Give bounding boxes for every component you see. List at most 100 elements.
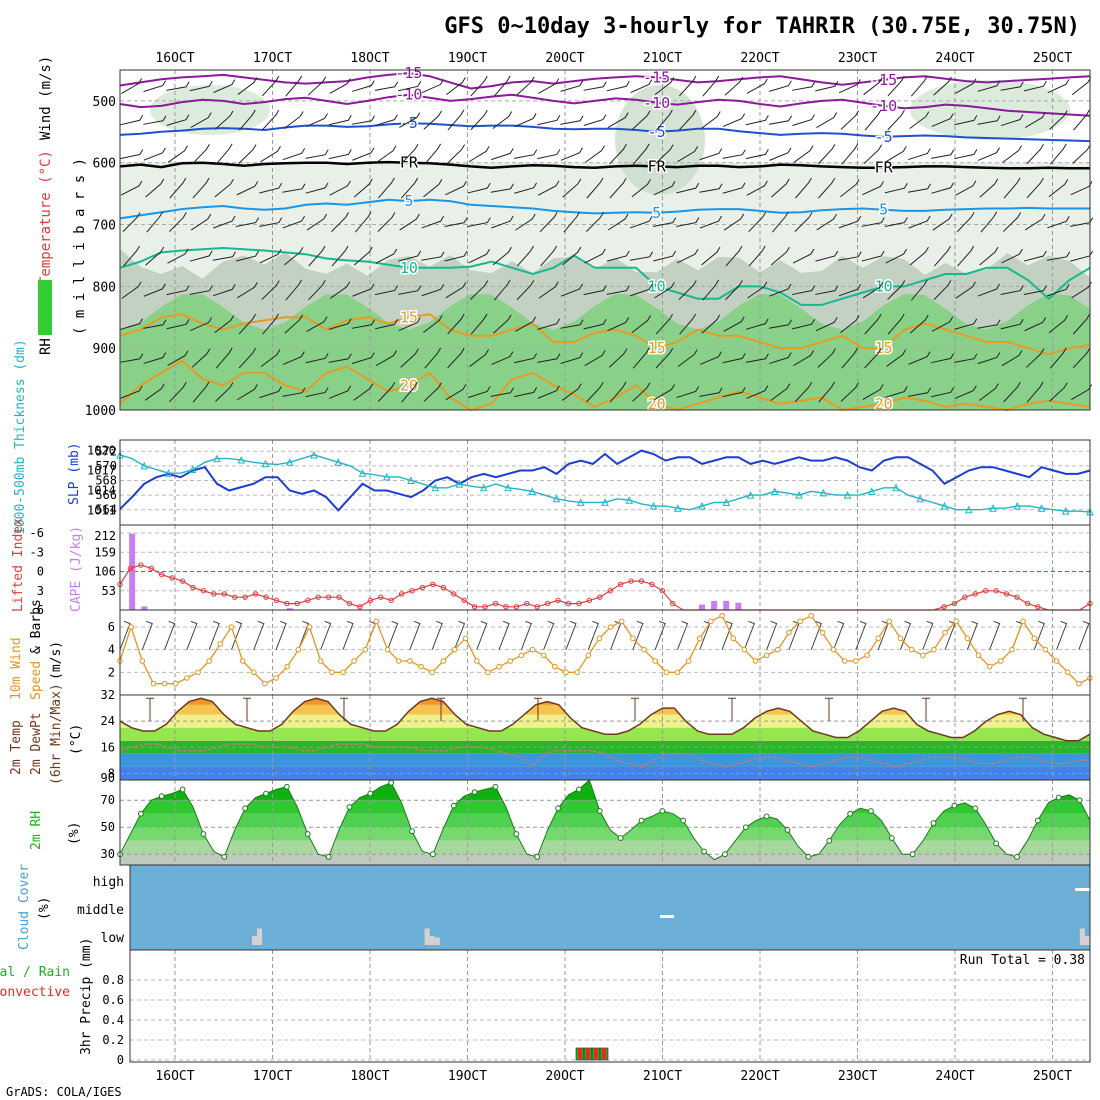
wind-barb [285,279,303,301]
lifted-index-marker [544,600,551,607]
wind-barb [444,250,468,262]
thickness-marker [334,458,343,466]
thickness-marker [285,458,294,466]
wind-barb [654,77,675,96]
thickness-marker [140,461,149,470]
y-tick-label: high [93,875,124,890]
wind-barb [447,347,465,369]
wind-barb [305,353,329,364]
wind-barb [631,315,652,334]
wind-barb [745,149,769,160]
wind-axis-label-c: & Barbs [29,599,44,654]
wind-barb [353,178,373,198]
wind-speed-marker [607,624,614,630]
thickness-marker [770,487,779,495]
wind-speed-marker [986,663,993,670]
isotherm-label: 5 [879,201,888,219]
wind-barb [445,384,467,401]
rh2m-marker [534,854,541,860]
wind-barb [492,246,512,266]
wind-barb [864,109,882,131]
temp-max-whisker [340,697,348,722]
wind-speed-marker [1031,635,1038,642]
thickness-marker [1013,501,1022,510]
rh2m-marker [951,802,958,809]
rh2m-marker [409,828,415,835]
rh2m-marker [638,817,645,824]
wind-barb [609,144,627,165]
wind-speed-marker [708,618,714,625]
wind-barb-10m [1033,620,1045,650]
rh2m-marker [346,804,353,810]
precip-axis-label: 3hr Precip (mm) [79,938,94,1055]
y-tick-label-left: 570 [95,459,117,473]
wind-speed-marker [306,624,313,630]
wind-barb [817,143,836,165]
rh2m-marker [909,851,916,858]
y-tick-label-left: 572 [95,444,117,458]
wind-barb [375,319,399,330]
wind-barb [166,319,190,330]
wind-barb-10m [320,620,332,650]
wind-speed-marker [741,646,748,653]
rh2m-marker [430,851,436,858]
rh2m-marker [930,820,937,827]
isotherm-line [119,122,1091,143]
x-tick-label-top: 22OCT [740,51,779,66]
wind-speed-marker [195,669,201,676]
wind-speed-marker [184,675,190,681]
wind-barb [676,248,699,264]
wind-barb [515,213,536,231]
cape-bar [699,604,705,610]
y-tick-label: 800 [93,280,116,295]
precip-convective-bar [594,1048,598,1060]
y-axis-title-cape: CAPE (J/kg) [69,526,84,612]
wind-speed-marker [340,669,346,676]
rh2m-marker [242,805,249,812]
wind-barb-10m [743,620,756,650]
isotherm-label: FR [648,157,667,175]
wind-barb [768,115,793,125]
wind-axis-label: Wind (m/s) [38,56,54,140]
y-tick-label: 4 [108,643,115,657]
lifted-index-marker [482,604,488,610]
wind-speed-marker [1020,618,1026,625]
wind-barb [189,250,213,262]
wind-barb [954,318,978,330]
lifted-index-marker [513,604,520,610]
wind-barb [331,212,349,233]
wind-barb [770,246,790,266]
wind-speed-marker [886,618,893,625]
wind-barb [795,177,812,199]
wind-speed-marker [964,635,971,642]
wind-barb [676,182,700,194]
wind-speed-marker [919,652,926,659]
wind-barb [374,81,399,91]
y-tick-label-right: 53 [102,584,116,598]
cloud-low-block [429,936,435,945]
wind-barb [701,246,721,266]
lifted-index-marker [492,600,499,607]
rh2m-marker [263,790,269,797]
wind-barb [1072,144,1091,164]
wind-barb-10m [409,620,421,650]
isotherm-label: -5 [648,123,666,141]
wind-speed-marker [150,680,157,687]
wind-barb [331,245,349,267]
lifted-index-marker [951,600,958,607]
wind-barb [954,353,978,363]
wind-barb [701,314,721,334]
wind-barb [747,281,768,299]
wind-speed-marker [752,658,759,664]
millibars-axis-label: ( m i l l i b a r s ) [72,158,88,335]
temp-max-whisker [1019,697,1027,722]
wind-barb [655,144,674,164]
cloud-axis-label: Cloud Cover [17,864,32,950]
wind-speed-marker [1053,658,1060,664]
wind-barb [236,180,259,196]
isotherm-label: 15 [648,339,666,357]
wind-barb [584,248,606,264]
wind-barb [677,146,699,163]
temp2m-line [119,697,1091,742]
thickness-marker [673,504,682,512]
